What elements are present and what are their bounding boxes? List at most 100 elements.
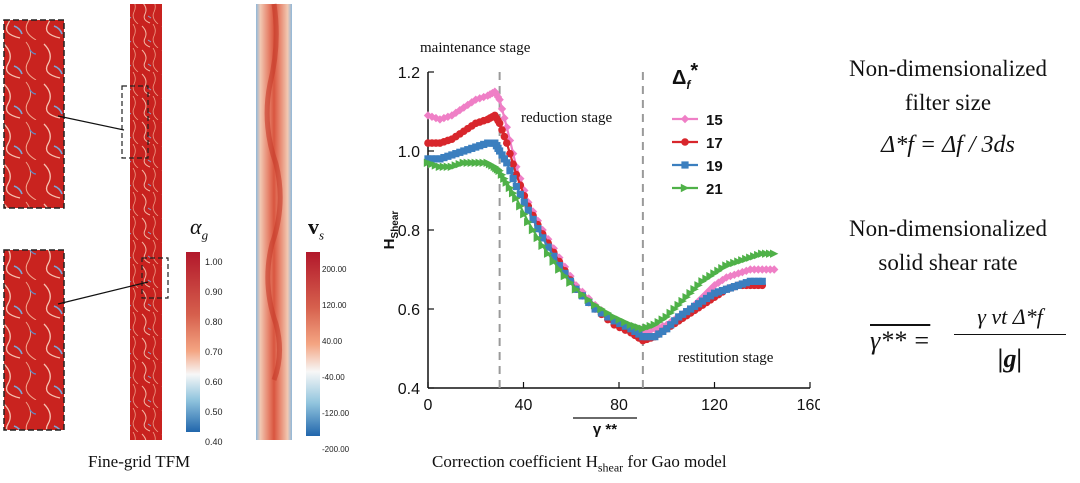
vs-tick: 120.00: [322, 301, 347, 310]
data-point-17: [498, 126, 506, 134]
data-point-19: [448, 151, 456, 159]
data-point-19: [436, 155, 444, 163]
data-point-19: [647, 333, 655, 341]
data-point-19: [698, 297, 707, 305]
data-point-19: [456, 148, 464, 156]
alpha-tick: 0.70: [205, 347, 223, 357]
data-point-17: [506, 149, 514, 158]
data-point-21: [578, 290, 587, 299]
y-tick-label: 1.0: [398, 144, 420, 161]
legend-label-21: 21: [706, 181, 723, 198]
data-point-19: [428, 155, 436, 163]
data-point-21: [538, 241, 547, 250]
data-point-19: [694, 300, 703, 308]
shear-eq-numerator: γ νt Δ*f: [954, 304, 1066, 335]
y-tick-label: 0.8: [398, 223, 420, 240]
data-point-19: [643, 333, 651, 341]
legend-marker-19: [681, 161, 689, 169]
y-tick-label: 0.4: [398, 381, 420, 398]
data-point-19: [621, 322, 629, 330]
alpha-colorbar: [186, 252, 200, 432]
legend-label-15: 15: [706, 112, 723, 129]
x-tick-label: 120: [701, 397, 728, 414]
data-point-19: [722, 285, 731, 293]
data-point-19: [506, 167, 514, 175]
vs-symbol: v: [308, 214, 319, 239]
zoom-box-top: [121, 85, 149, 159]
data-point-19: [667, 321, 675, 329]
data-point-15: [495, 95, 504, 104]
data-point-21: [533, 233, 543, 243]
zoom-box-bottom: [141, 257, 169, 299]
data-point-21: [502, 178, 511, 187]
data-point-15: [447, 111, 457, 120]
data-point-21: [597, 304, 606, 314]
simulation-snapshots: [3, 3, 320, 440]
data-point-15: [427, 112, 437, 121]
data-point-19: [452, 150, 460, 158]
chart-caption: Correction coefficient Hshear for Gao mo…: [432, 452, 727, 475]
left-figure-caption: Fine-grid TFM: [88, 452, 191, 471]
stage-annotation: restitution stage: [678, 350, 774, 366]
x-axis-label: γ **: [593, 421, 617, 438]
data-point-15: [439, 113, 449, 123]
data-point-19: [597, 309, 606, 317]
shear-equation: γ** = γ νt Δ*f |g|: [870, 300, 1070, 390]
vs-colorbar: [306, 252, 320, 436]
data-point-21: [603, 308, 613, 318]
caption-sub: shear: [597, 460, 624, 475]
data-point-19: [544, 243, 552, 251]
data-point-21: [512, 194, 521, 203]
data-point-21: [505, 183, 515, 193]
data-point-21: [500, 174, 509, 183]
inset-bottom-panel: [4, 250, 64, 430]
data-point-21: [769, 249, 779, 258]
legend-title: Δf*: [672, 60, 698, 92]
data-point-21: [497, 170, 507, 179]
data-point-19: [509, 175, 517, 183]
data-point-15: [463, 100, 472, 110]
alpha-tick: 0.60: [205, 377, 223, 387]
data-point-19: [734, 281, 742, 289]
chart-panel: 0.4 0.6 0.8 1.0 1.2 0 40 80 120 160 maintenance st…: [360, 0, 823, 479]
caption-main: Correction coefficient H: [432, 452, 598, 471]
data-point-19: [659, 327, 667, 335]
data-point-21: [571, 285, 581, 294]
inset-top-panel: [4, 20, 64, 208]
data-point-19: [468, 144, 476, 152]
vs-tick: 40.00: [322, 337, 343, 346]
alpha-tick: 1.00: [205, 257, 223, 267]
data-point-15: [497, 104, 507, 114]
shear-eq-lhs: γ** =: [870, 326, 931, 355]
y-tick-label: 0.6: [398, 302, 420, 319]
data-point-19: [702, 294, 711, 303]
data-point-21: [549, 257, 558, 266]
shear-rate-block: Non-dimensionalized solid shear rate: [820, 212, 1076, 280]
data-point-19: [651, 333, 659, 341]
vs-colorbar-ticks: 200.00 120.00 40.00 -40.00 -120.00 -200.…: [322, 252, 349, 468]
vs-tick: -40.00: [322, 373, 345, 382]
data-point-15: [505, 136, 515, 145]
data-point-15: [459, 103, 469, 112]
data-point-19: [432, 155, 440, 163]
data-point-19: [671, 317, 679, 325]
data-point-21: [495, 166, 504, 175]
data-point-19: [714, 288, 723, 296]
vs-tick: -120.00: [322, 409, 350, 418]
data-point-21: [516, 202, 525, 211]
stage-annotation: maintenance stage: [420, 40, 531, 56]
data-point-15: [578, 287, 587, 297]
data-point-19: [498, 151, 506, 159]
data-point-21: [543, 249, 553, 258]
data-point-19: [639, 333, 647, 341]
data-point-19: [746, 277, 754, 285]
shear-eq-denominator: |g|: [997, 344, 1023, 373]
data-point-19: [754, 277, 762, 285]
data-point-19: [706, 292, 715, 300]
data-point-17: [509, 160, 517, 168]
alpha-colorbar-label: αg: [190, 214, 208, 243]
data-point-19: [464, 146, 472, 154]
x-tick-label: 0: [424, 397, 433, 414]
filter-title-line1: Non-dimensionalized: [848, 56, 1047, 81]
data-point-21: [520, 210, 529, 219]
